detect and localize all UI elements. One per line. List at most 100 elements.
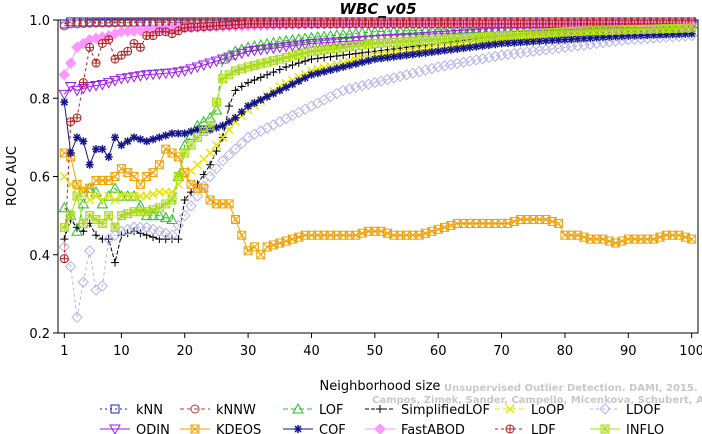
data-point bbox=[459, 44, 468, 53]
series-line bbox=[64, 148, 692, 256]
watermark-line-2: Campos, Zimek, Sander, Campello, Micenko… bbox=[372, 395, 702, 406]
data-point bbox=[210, 56, 223, 68]
legend-item-kdeos: KDEOS bbox=[180, 423, 261, 434]
legend-marker bbox=[505, 424, 515, 434]
data-point bbox=[191, 62, 204, 73]
legend-label: LDOF bbox=[626, 403, 661, 418]
data-point bbox=[130, 133, 139, 142]
data-point bbox=[299, 39, 311, 51]
data-point bbox=[91, 191, 101, 201]
data-point bbox=[263, 70, 272, 79]
data-point bbox=[535, 37, 544, 46]
legend-label: FastABOD bbox=[401, 423, 465, 434]
data-point bbox=[527, 45, 539, 58]
x-tick-label: 80 bbox=[557, 344, 574, 359]
data-point bbox=[179, 209, 191, 222]
data-point bbox=[273, 35, 286, 47]
data-point bbox=[426, 62, 438, 75]
data-point bbox=[66, 211, 76, 221]
data-point bbox=[140, 70, 153, 81]
data-point bbox=[66, 149, 75, 158]
data-point bbox=[337, 37, 349, 48]
legend-label: kNNW bbox=[216, 403, 256, 418]
x-tick-label: 20 bbox=[176, 344, 193, 359]
series-kdeos bbox=[59, 144, 697, 260]
data-point bbox=[502, 48, 514, 61]
data-point bbox=[174, 235, 183, 244]
data-point bbox=[356, 26, 369, 38]
data-point bbox=[149, 135, 158, 144]
data-point bbox=[167, 29, 177, 39]
data-point bbox=[311, 38, 324, 50]
data-point bbox=[72, 179, 82, 189]
data-point bbox=[115, 74, 128, 85]
data-point bbox=[451, 57, 463, 70]
legend-marker bbox=[190, 404, 200, 414]
series-ldof bbox=[58, 29, 698, 324]
series-line bbox=[63, 27, 692, 201]
data-point bbox=[249, 242, 259, 252]
data-point bbox=[510, 38, 519, 47]
data-point bbox=[59, 171, 69, 182]
data-point bbox=[320, 53, 329, 62]
data-point bbox=[275, 65, 284, 74]
data-point bbox=[244, 102, 253, 111]
x-tick-label: 50 bbox=[367, 344, 384, 359]
data-point bbox=[180, 129, 189, 138]
data-point bbox=[286, 33, 299, 45]
data-point bbox=[445, 58, 457, 71]
data-point bbox=[305, 31, 318, 43]
data-point bbox=[96, 280, 109, 292]
data-point bbox=[58, 201, 71, 213]
data-point bbox=[307, 55, 316, 64]
data-point bbox=[299, 32, 311, 43]
data-point bbox=[79, 227, 88, 236]
data-point bbox=[282, 62, 291, 71]
data-point bbox=[136, 135, 145, 144]
data-point bbox=[478, 41, 487, 50]
y-tick-label: 0.6 bbox=[29, 171, 50, 186]
data-point bbox=[229, 143, 242, 155]
data-point bbox=[288, 80, 297, 89]
data-point bbox=[292, 40, 305, 52]
data-point bbox=[300, 48, 310, 58]
legend-label: INFLO bbox=[626, 423, 664, 434]
data-point bbox=[256, 250, 266, 260]
data-point bbox=[383, 53, 392, 62]
data-point bbox=[85, 195, 95, 205]
axis-ticks: 1 10 20 30 40 50 60 70 80 90 100 0.2 0.4 0.6 0.8 1.0 bbox=[29, 14, 702, 359]
data-point bbox=[421, 48, 430, 57]
data-point bbox=[147, 223, 159, 236]
data-point bbox=[173, 172, 183, 181]
data-point bbox=[330, 29, 343, 40]
data-point bbox=[387, 25, 400, 36]
data-point bbox=[275, 86, 284, 95]
data-point bbox=[470, 54, 482, 66]
legend-marker bbox=[109, 424, 121, 434]
legend-label: ODIN bbox=[136, 423, 170, 434]
data-point bbox=[377, 54, 386, 63]
data-point bbox=[402, 51, 411, 60]
data-point bbox=[331, 87, 343, 100]
data-point bbox=[318, 30, 330, 41]
data-point bbox=[128, 72, 140, 83]
legend-label: LDF bbox=[531, 423, 556, 434]
data-point bbox=[212, 147, 221, 156]
data-point bbox=[97, 18, 107, 28]
y-tick-label: 0.4 bbox=[29, 249, 50, 264]
data-point bbox=[98, 145, 107, 154]
x-tick-label: 10 bbox=[113, 344, 130, 359]
series-line bbox=[63, 23, 692, 233]
legend-marker bbox=[505, 404, 515, 414]
data-point bbox=[280, 42, 292, 53]
data-point bbox=[330, 37, 343, 48]
data-point bbox=[104, 152, 113, 161]
data-point bbox=[110, 172, 120, 181]
data-point bbox=[305, 100, 318, 112]
data-point bbox=[91, 58, 101, 68]
data-point bbox=[400, 69, 413, 81]
data-point bbox=[58, 69, 71, 81]
data-point bbox=[567, 35, 576, 44]
data-point bbox=[123, 137, 132, 146]
data-point bbox=[286, 41, 299, 52]
